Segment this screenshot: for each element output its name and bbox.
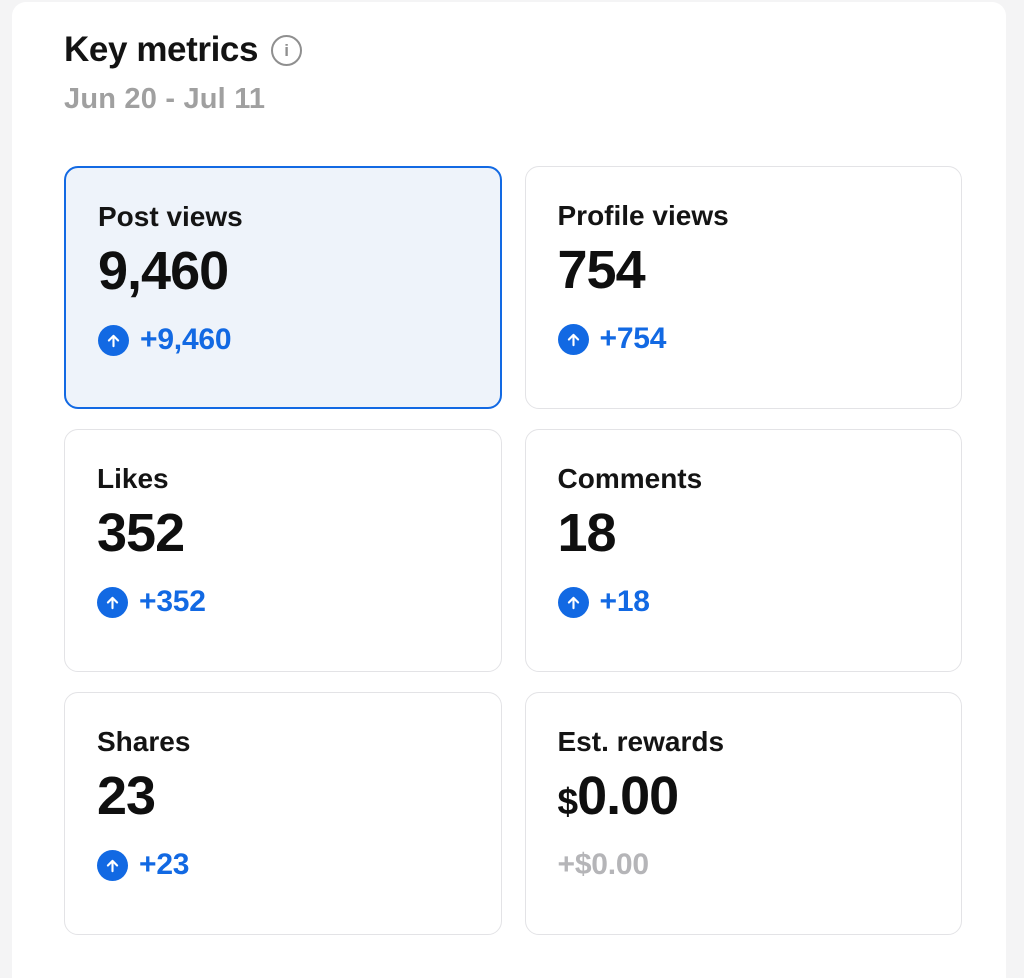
metric-card-comments[interactable]: Comments 18 +18: [524, 429, 962, 673]
metrics-grid: Post views 9,460 +9,460 Profile views 75…: [64, 166, 962, 936]
metric-delta-row: +9,460: [98, 323, 470, 357]
metric-label: Comments: [557, 463, 703, 495]
metric-label: Post views: [98, 201, 243, 233]
up-arrow-icon: [98, 324, 129, 356]
metric-label: Likes: [97, 463, 169, 495]
metric-delta-row: +754: [557, 322, 932, 356]
key-metrics-panel: Key metrics i Jun 20 - Jul 11 Post views…: [12, 2, 1006, 978]
up-arrow-icon: [557, 323, 589, 355]
metric-delta-row: +18: [557, 585, 932, 619]
up-arrow-icon: [557, 586, 589, 618]
metric-delta: +$0.00: [557, 848, 650, 882]
date-range: Jun 20 - Jul 11: [64, 83, 266, 116]
metric-delta: +18: [599, 585, 650, 619]
metric-delta-row: +352: [97, 585, 471, 619]
metric-delta-row: +23: [97, 848, 471, 882]
metric-value-main: 0.00: [577, 766, 679, 827]
metric-card-likes[interactable]: Likes 352 +352: [64, 429, 502, 673]
page-title: Key metrics: [64, 30, 259, 69]
up-arrow-icon: [97, 586, 128, 618]
metric-label: Shares: [97, 726, 191, 758]
metric-delta: +9,460: [140, 323, 232, 357]
metric-value: 9,460: [98, 241, 229, 302]
metric-label: Est. rewards: [557, 726, 725, 758]
metric-value: 18: [557, 503, 617, 564]
metric-delta: +23: [139, 848, 190, 882]
metric-value: 754: [557, 240, 646, 301]
metric-value: 352: [97, 503, 185, 564]
metric-delta: +352: [139, 585, 206, 619]
header: Key metrics i: [64, 30, 962, 70]
info-icon[interactable]: i: [271, 34, 303, 66]
metric-card-est-rewards[interactable]: Est. rewards $0.00 +$0.00: [524, 692, 962, 936]
metric-card-shares[interactable]: Shares 23 +23: [64, 692, 502, 936]
metric-value: 23: [97, 766, 156, 827]
info-icon-glyph: i: [284, 40, 289, 60]
metric-value: $0.00: [558, 767, 932, 825]
metric-delta-row: +$0.00: [558, 848, 932, 882]
metric-delta: +754: [599, 322, 667, 356]
up-arrow-icon: [97, 849, 128, 881]
metric-label: Profile views: [557, 200, 729, 232]
metric-card-post-views[interactable]: Post views 9,460 +9,460: [64, 166, 502, 410]
currency-symbol: $: [557, 781, 579, 823]
metric-card-profile-views[interactable]: Profile views 754 +754: [524, 166, 962, 410]
